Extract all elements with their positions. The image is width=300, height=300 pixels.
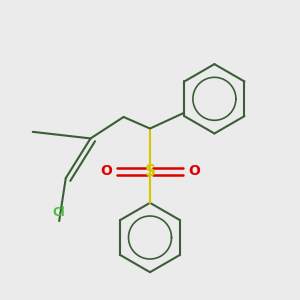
- Text: Cl: Cl: [53, 206, 66, 219]
- Text: S: S: [145, 164, 155, 179]
- Text: O: O: [100, 164, 112, 178]
- Text: O: O: [188, 164, 200, 178]
